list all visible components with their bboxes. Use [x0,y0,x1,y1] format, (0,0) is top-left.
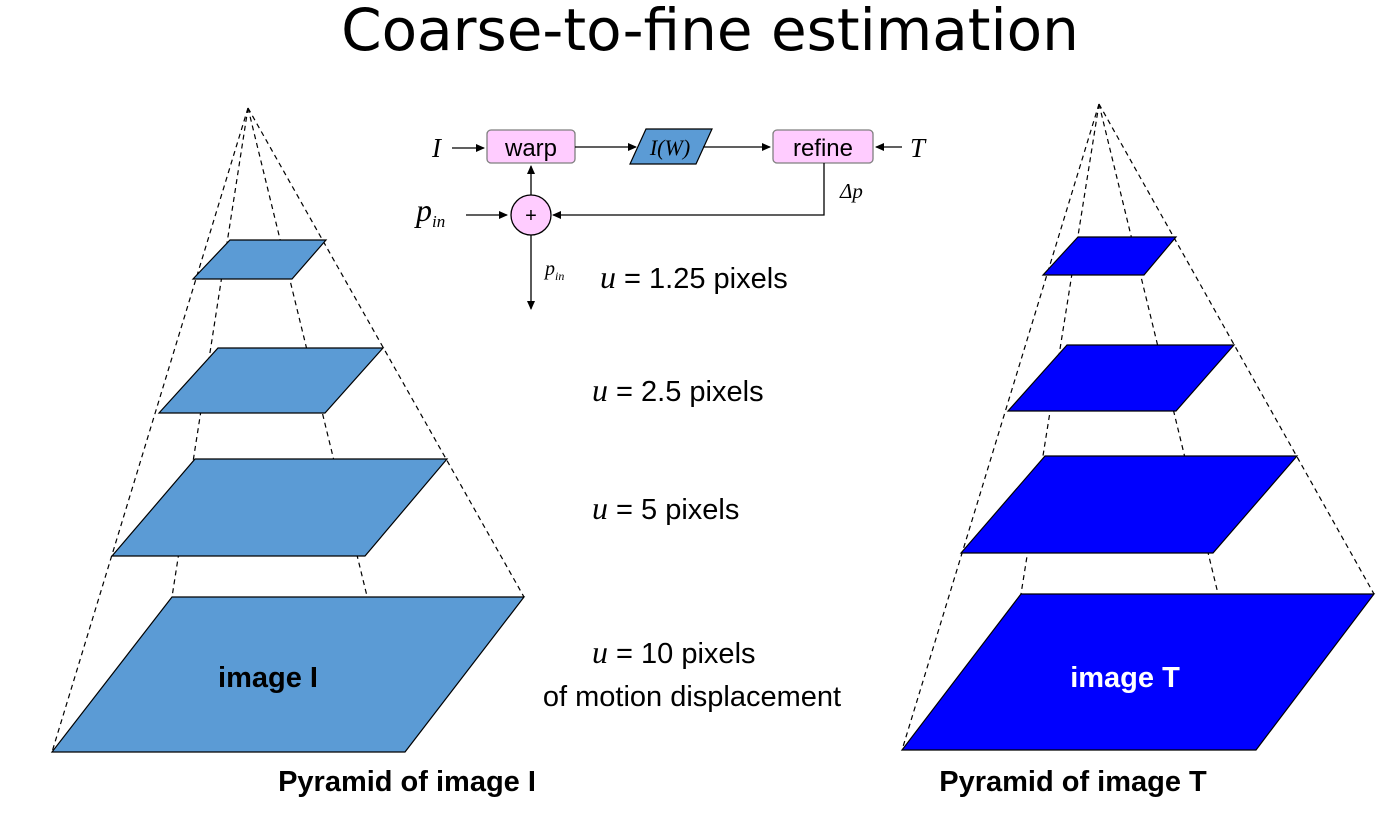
refine-box [772,129,874,164]
level-1-annotation: u = 1.25 pixels [600,259,788,295]
level-3-annotation: u = 5 pixels [592,490,739,526]
pyramid-t-level-1 [1041,236,1178,276]
pyramid-i-level-1 [191,239,328,280]
p-in-output-main: p [543,258,555,280]
p-in-input-sub: in [432,212,445,231]
pyramid-i-caption: Pyramid of image I [278,766,536,798]
page-title: Coarse-to-fine estimation [341,0,1079,64]
level-4-annotation: u = 10 pixels [592,634,756,670]
level-annotations: u = 1.25 pixels u = 2.5 pixels u = 5 pix… [543,259,841,713]
pyramid-t-level-4 [900,593,1376,751]
pyramid-t-edges [901,103,1375,751]
refine-label: refine [793,135,853,162]
pyramid-t-caption: Pyramid of image T [939,766,1207,798]
p-in-output-sub: in [555,269,564,283]
level-4-note: of motion displacement [543,681,841,713]
flow-input-i: I [431,133,443,163]
delta-p-label: Δp [839,179,863,203]
p-in-input-main: p [414,192,432,228]
image-t-label: image T [1070,662,1180,694]
pyramid-image-t: image T [900,103,1376,751]
arrow-refine-to-plus [552,163,825,219]
pyramid-i-level-2 [157,347,385,414]
level-2-annotation: u = 2.5 pixels [592,372,764,408]
flow-diagram: I warp I(W) refine T Δp pin + pin [414,128,927,310]
iw-parallelogram [629,128,713,165]
iw-label: I(W) [649,135,690,160]
pyramid-t-level-2 [1006,344,1236,412]
warp-label: warp [504,135,557,162]
p-in-input: pin [414,192,445,231]
pyramid-t-level-3 [959,455,1299,554]
pyramid-i-level-3 [110,458,449,557]
pyramid-image-i: image I [50,107,526,753]
pyramid-i-level-4 [50,596,526,753]
plus-label: + [525,205,537,227]
p-in-output: pin [543,258,564,283]
image-i-label: image I [218,662,318,694]
flow-input-t: T [910,133,927,163]
